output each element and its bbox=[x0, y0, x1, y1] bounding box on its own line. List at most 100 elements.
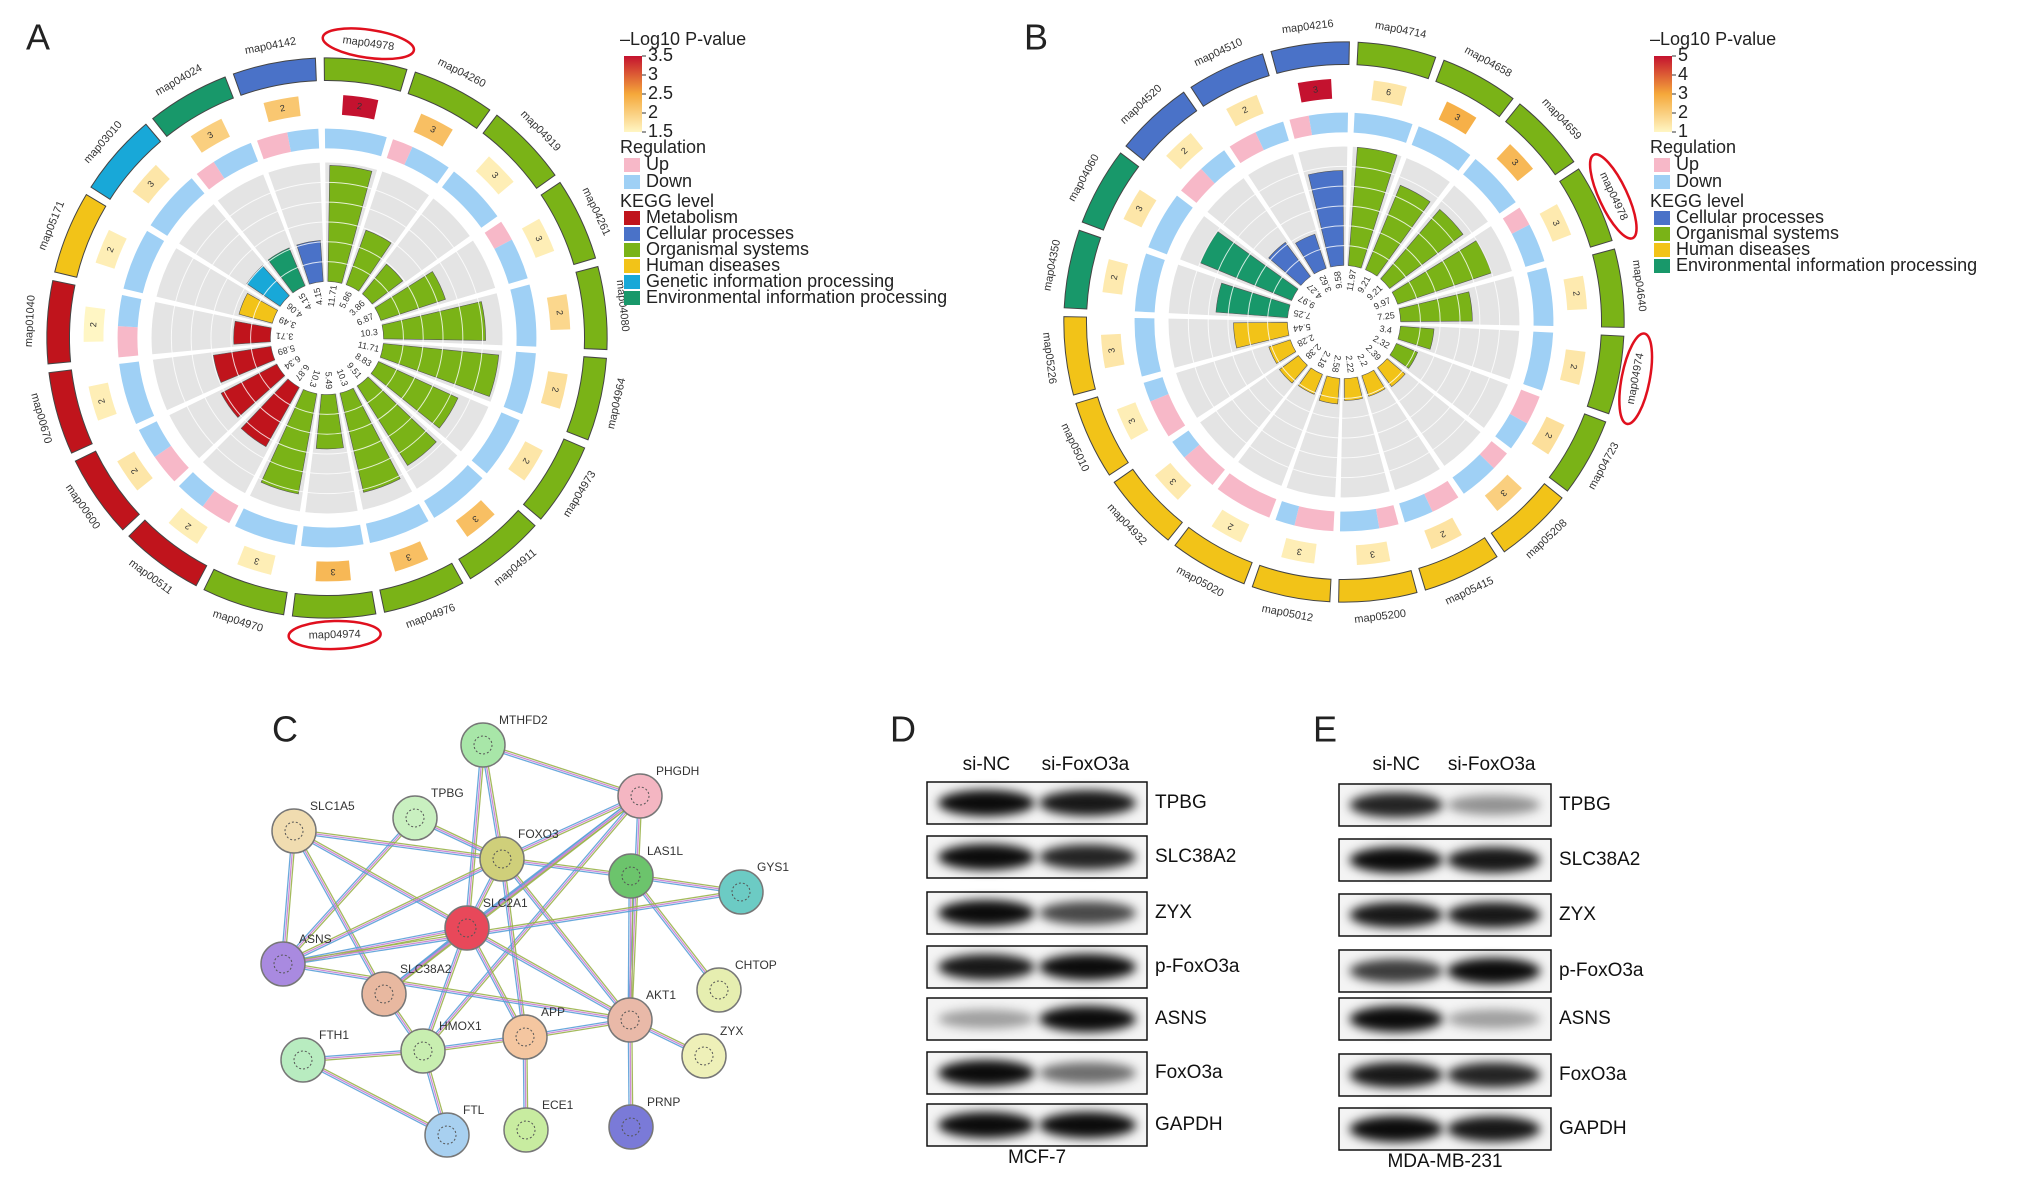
gene-count: 3 bbox=[1296, 546, 1303, 557]
gene-count: 3 bbox=[1134, 204, 1145, 213]
node-glyph bbox=[273, 954, 293, 974]
up-segment bbox=[1150, 393, 1186, 437]
colorbar-tick-label: 1 bbox=[1678, 121, 1688, 141]
level-segment bbox=[1063, 229, 1102, 310]
node-glyph bbox=[492, 849, 512, 869]
gene-count: 2 bbox=[521, 456, 532, 466]
gene-count: 2 bbox=[1571, 290, 1582, 296]
network-edge bbox=[499, 859, 524, 1038]
gene-count: 3 bbox=[1312, 84, 1318, 95]
gene-count: 2 bbox=[554, 310, 564, 316]
network-edge bbox=[501, 858, 526, 1038]
network-edge bbox=[503, 858, 528, 1037]
bar-value: 10.3 bbox=[360, 327, 379, 339]
blot-band bbox=[1039, 844, 1136, 870]
network-edge bbox=[283, 961, 631, 1019]
network-edge bbox=[466, 927, 631, 1021]
node-glyph bbox=[516, 1120, 536, 1140]
legend-label: Up bbox=[1676, 154, 1699, 174]
network-edge bbox=[466, 744, 484, 929]
pvalue-box bbox=[1496, 144, 1534, 182]
network-edge bbox=[500, 793, 640, 858]
term-label: map04640 bbox=[1630, 259, 1648, 312]
node-glyph bbox=[413, 1041, 433, 1061]
gene-count: 2 bbox=[1439, 529, 1448, 540]
blot-band bbox=[1447, 847, 1541, 873]
bar bbox=[1215, 282, 1291, 318]
node-glyph bbox=[405, 808, 425, 828]
lane-label: si-FoxO3a bbox=[1448, 754, 1536, 775]
band-label: ZYX bbox=[1155, 902, 1192, 923]
network-node bbox=[260, 941, 306, 987]
network-node bbox=[444, 905, 490, 951]
colorbar-tick-label: 4 bbox=[1678, 64, 1688, 84]
bar-value: 7.25 bbox=[1293, 308, 1312, 321]
pvalue-box bbox=[508, 441, 543, 481]
pvalue-box bbox=[315, 560, 351, 582]
level-segment bbox=[152, 76, 235, 138]
blot-band bbox=[1349, 1005, 1443, 1033]
pvalue-box bbox=[1438, 101, 1477, 135]
level-segment bbox=[54, 193, 107, 278]
down-segment bbox=[1527, 267, 1554, 327]
band-label: p-FoxO3a bbox=[1155, 956, 1240, 977]
network-edge bbox=[295, 829, 387, 994]
gene-count: 3 bbox=[1510, 157, 1521, 167]
down-segment bbox=[441, 171, 498, 228]
down-segment bbox=[1255, 121, 1289, 151]
bar bbox=[1268, 241, 1311, 286]
gene-count: 2 bbox=[1568, 363, 1579, 370]
node-label: CHTOP bbox=[735, 958, 777, 972]
node-glyph bbox=[437, 1125, 457, 1145]
bar bbox=[370, 361, 459, 429]
band-label: ZYX bbox=[1559, 904, 1596, 925]
network-edge bbox=[293, 830, 385, 995]
node-label: LAS1L bbox=[647, 844, 683, 858]
panel-label: C bbox=[272, 709, 298, 750]
down-segment bbox=[1148, 195, 1193, 255]
level-segment bbox=[1075, 396, 1129, 476]
legend-swatch bbox=[1654, 158, 1670, 172]
bar-value: 3.4 bbox=[1379, 323, 1393, 335]
node-glyph bbox=[709, 980, 729, 1000]
node-label: PRNP bbox=[647, 1095, 680, 1109]
bar-value: 9.58 bbox=[1332, 271, 1344, 290]
band-label: FoxO3a bbox=[1155, 1062, 1223, 1083]
blot-band bbox=[1349, 1062, 1443, 1088]
pvalue-box bbox=[117, 451, 153, 491]
gene-count: 2 bbox=[105, 245, 116, 253]
level-segment bbox=[203, 568, 288, 616]
bar bbox=[233, 320, 272, 345]
network-edge bbox=[482, 744, 641, 797]
network-edge bbox=[294, 828, 503, 858]
gene-count: 2 bbox=[129, 466, 140, 476]
highlight-ring bbox=[287, 619, 382, 651]
network-node bbox=[696, 967, 742, 1013]
pvalue-box bbox=[341, 95, 379, 120]
legend-label: Human diseases bbox=[646, 255, 780, 275]
network-node bbox=[400, 1028, 446, 1074]
pvalue-box bbox=[1166, 132, 1204, 170]
legend-swatch bbox=[624, 291, 640, 305]
network-edge bbox=[281, 856, 502, 963]
panel-label: B bbox=[1024, 17, 1048, 58]
gene-count: 3 bbox=[1167, 476, 1178, 486]
legend-title: Regulation bbox=[620, 137, 706, 157]
legend-swatch bbox=[624, 259, 640, 273]
colorbar bbox=[1654, 56, 1672, 132]
network-edge bbox=[282, 963, 631, 1021]
bar-background bbox=[1340, 376, 1390, 498]
band-label: ASNS bbox=[1155, 1008, 1207, 1029]
pvalue-box bbox=[1123, 189, 1157, 228]
node-label: SLC2A1 bbox=[483, 896, 528, 910]
blot-band bbox=[1349, 846, 1443, 874]
node-label: HMOX1 bbox=[439, 1019, 482, 1033]
level-segment bbox=[291, 591, 377, 619]
node-glyph bbox=[293, 1050, 313, 1070]
pvalue-box bbox=[132, 164, 170, 204]
network-edge bbox=[302, 1059, 448, 1136]
level-segment bbox=[90, 123, 162, 201]
down-segment bbox=[119, 361, 155, 425]
node-label: GYS1 bbox=[757, 860, 789, 874]
gene-count: 2 bbox=[96, 398, 107, 406]
